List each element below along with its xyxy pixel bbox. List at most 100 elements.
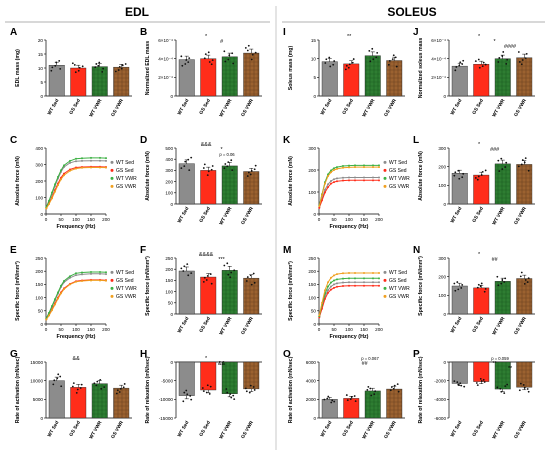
- significance-annotation: *: [478, 34, 481, 40]
- data-point: [462, 59, 465, 62]
- y-tick-label: 6×10⁻⁴: [158, 38, 173, 43]
- data-point: [497, 159, 500, 162]
- series-point: [378, 176, 380, 179]
- bar-wt-vwr: [364, 390, 381, 419]
- x-tick-label: GS Sed: [198, 98, 212, 116]
- data-point: [211, 165, 214, 167]
- data-point: [392, 54, 395, 57]
- series-point: [378, 284, 380, 287]
- y-tick-label: 300: [35, 162, 43, 167]
- data-point: [78, 66, 81, 69]
- series-point: [327, 183, 329, 186]
- series-point: [105, 166, 107, 169]
- series-point: [348, 179, 350, 182]
- data-point: [505, 161, 508, 164]
- legend-label: WT VWR: [389, 176, 410, 182]
- data-point: [506, 383, 509, 386]
- y-tick-label: 15: [311, 38, 317, 43]
- series-point: [81, 273, 83, 276]
- data-point: [526, 281, 529, 283]
- x-tick-label: 0: [45, 327, 48, 332]
- series-point: [372, 164, 374, 167]
- data-point: [249, 384, 252, 387]
- series-point: [63, 174, 65, 177]
- bar-gs-vwr: [243, 361, 260, 390]
- series-point: [69, 275, 71, 278]
- data-point: [506, 58, 509, 61]
- data-point: [527, 390, 530, 393]
- data-point: [95, 63, 98, 65]
- panel-label-f: F: [140, 245, 146, 256]
- series-point: [336, 278, 338, 281]
- series-point: [336, 282, 338, 285]
- data-point: [206, 384, 209, 387]
- bar-gs-sed: [473, 287, 490, 315]
- significance-annotation: ##: [492, 257, 498, 263]
- x-axis-label: Frequency (Hz): [330, 334, 369, 340]
- series-point: [330, 182, 332, 185]
- data-point: [120, 67, 123, 70]
- series-point: [99, 270, 101, 273]
- panel-label-d: D: [140, 135, 147, 146]
- series-point: [105, 279, 107, 282]
- data-point: [476, 384, 479, 387]
- panel-a: A EDL mass (mg) 0 5 10 15 20 WT Sed GS Sed WT VWR…: [10, 27, 132, 118]
- bar-wt-sed: [451, 285, 468, 315]
- data-point: [459, 61, 462, 64]
- y-tick-label: 150: [308, 282, 316, 287]
- data-point: [202, 390, 205, 393]
- data-point: [484, 63, 487, 66]
- significance-annotation: ##: [362, 361, 368, 367]
- bar-gs-vwr: [386, 60, 403, 97]
- data-point: [333, 400, 336, 403]
- bar-gs-vwr: [386, 388, 403, 419]
- data-point: [323, 398, 326, 401]
- bar-wt-sed: [178, 163, 195, 205]
- data-point: [459, 382, 462, 385]
- series-point: [318, 314, 321, 317]
- y-tick-label: 100: [308, 190, 316, 195]
- series-point: [348, 166, 350, 169]
- data-point: [74, 71, 77, 74]
- data-point: [503, 392, 506, 395]
- header-right: SOLEUS: [387, 5, 436, 19]
- series-point: [327, 175, 329, 178]
- data-point: [247, 171, 250, 174]
- x-tick-label: GS Sed: [68, 420, 82, 438]
- series-point: [54, 303, 56, 306]
- series-point: [90, 156, 92, 159]
- data-point: [248, 391, 251, 394]
- series-point: [333, 279, 335, 282]
- data-point: [501, 279, 504, 281]
- data-point: [94, 66, 97, 69]
- data-point: [211, 59, 214, 62]
- x-tick-label: WT Sed: [46, 98, 60, 116]
- data-point: [206, 275, 209, 277]
- x-tick-label: GS VWR: [240, 98, 255, 118]
- bar-gs-sed: [343, 398, 360, 419]
- series-point: [372, 277, 374, 280]
- x-tick-label: 0: [318, 217, 321, 222]
- y-tick-label: 4×10⁻⁴: [158, 56, 173, 61]
- series-point: [333, 178, 335, 181]
- legend-label: GS VWR: [116, 294, 137, 300]
- data-point: [344, 68, 347, 71]
- data-point: [250, 169, 253, 172]
- data-point: [60, 385, 63, 388]
- legend-swatch: [110, 294, 114, 298]
- data-point: [59, 67, 62, 70]
- y-tick-label: 0: [40, 322, 43, 327]
- data-point: [518, 61, 521, 63]
- data-point: [203, 57, 206, 60]
- series-point: [90, 270, 92, 273]
- x-tick-label: GS Sed: [471, 316, 485, 334]
- y-tick-label: 50: [311, 309, 317, 314]
- series-point: [327, 281, 329, 284]
- data-point: [93, 382, 96, 385]
- data-point: [226, 262, 229, 265]
- y-tick-label: 0: [313, 322, 316, 327]
- significance-annotation: &&: [218, 361, 226, 367]
- series-point: [75, 272, 77, 275]
- x-tick-label: 100: [345, 327, 353, 332]
- x-tick-label: WT Sed: [449, 316, 463, 334]
